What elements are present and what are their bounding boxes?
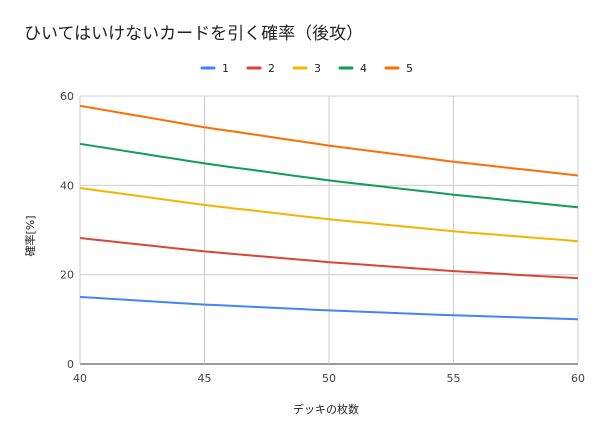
series-line-4: [79, 142, 579, 209]
legend: 1 2 3 4 5: [200, 62, 413, 75]
legend-label: 1: [222, 62, 229, 75]
x-tick-label: 40: [73, 372, 87, 385]
y-tick-label: 60: [60, 90, 74, 103]
series-line-2: [79, 237, 579, 280]
grid-lines: [79, 95, 579, 365]
series-line-3: [79, 187, 579, 243]
x-tick-label: 50: [322, 372, 336, 385]
y-tick-label: 40: [60, 179, 74, 192]
plot-area: [79, 104, 579, 321]
legend-label: 3: [314, 62, 321, 75]
y-tick-label: 0: [67, 358, 74, 371]
x-tick-label: 55: [447, 372, 461, 385]
legend-label: 4: [360, 62, 367, 75]
legend-label: 5: [406, 62, 413, 75]
x-tick-label: 60: [571, 372, 585, 385]
chart-title: ひいてはいけないカードを引く確率（後攻）: [24, 24, 363, 44]
series-line-1: [79, 296, 579, 321]
x-axis-ticks: 40 45 50 55 60: [73, 372, 585, 385]
legend-label: 2: [268, 62, 275, 75]
y-axis-label: 確率[%]: [23, 215, 37, 256]
series-line-5: [79, 104, 579, 177]
x-axis-label: デッキの枚数: [293, 402, 359, 416]
x-tick-label: 45: [198, 372, 212, 385]
y-tick-label: 20: [60, 269, 74, 282]
y-axis-ticks: 0 20 40 60: [60, 90, 74, 371]
